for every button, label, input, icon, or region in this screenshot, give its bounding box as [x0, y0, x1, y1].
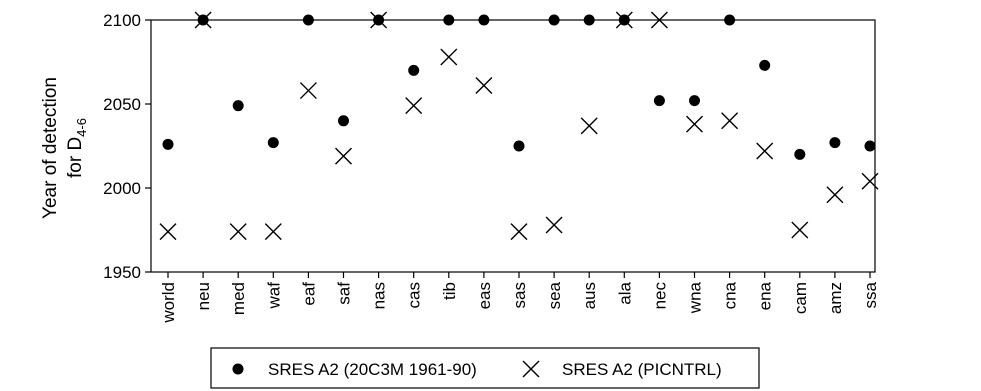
legend: SRES A2 (20C3M 1961-90) SRES A2 (PICNTRL…: [210, 347, 760, 389]
x-tick-label-eas: eas: [475, 282, 494, 309]
y-tick-label: 2000: [103, 179, 141, 198]
y-tick-label: 2100: [103, 11, 141, 30]
x-tick-label-wna: wna: [686, 281, 705, 314]
x-tick-label-saf: saf: [335, 282, 354, 305]
point-cross-waf: [264, 223, 282, 241]
point-cross-ena: [756, 142, 774, 160]
point-circle-nec: [653, 95, 665, 107]
point-cross-sas: [510, 223, 528, 241]
y-axis-label-line1: Year of detection: [40, 77, 61, 219]
point-cross-amz: [826, 186, 844, 204]
point-circle-sea: [548, 14, 560, 26]
point-cross-cas: [405, 97, 423, 115]
x-tick-label-med: med: [229, 282, 248, 315]
point-circle-aus: [583, 14, 595, 26]
point-circle-eas: [478, 14, 490, 26]
point-circle-saf: [338, 115, 349, 127]
point-cross-eas: [475, 77, 493, 95]
point-circle-wna: [689, 95, 700, 107]
point-circle-cna: [724, 14, 736, 26]
point-circle-tib: [443, 14, 455, 26]
legend-marker-cross: [522, 360, 540, 378]
x-tick-label-ala: ala: [615, 281, 634, 304]
point-cross-wna: [686, 115, 703, 133]
point-cross-ala: [615, 11, 633, 29]
point-cross-ssa: [861, 172, 879, 190]
point-circle-ena: [759, 59, 771, 71]
point-circle-med: [232, 100, 244, 112]
x-tick-label-amz: amz: [826, 282, 845, 314]
point-circle-world: [162, 138, 174, 150]
point-cross-saf: [335, 147, 352, 165]
data-points: [159, 11, 879, 241]
point-cross-nas: [370, 11, 388, 29]
x-tick-label-ssa: ssa: [861, 281, 880, 308]
x-tick-label-eaf: eaf: [299, 282, 318, 306]
point-cross-nec: [650, 11, 668, 29]
legend-box: [210, 347, 760, 389]
point-circle-sas: [513, 140, 525, 152]
x-tick-label-ena: ena: [756, 281, 775, 310]
x-tick-label-cas: cas: [405, 282, 424, 308]
point-circle-eaf: [302, 14, 314, 26]
plot-frame: [150, 19, 876, 273]
legend-label-series-1: SRES A2 (20C3M 1961-90): [268, 360, 477, 379]
y-axis: 1950 2000 2050 2100: [103, 11, 151, 282]
x-tick-label-nas: nas: [370, 282, 389, 309]
y-axis-label-subscript: 4-6: [74, 118, 89, 137]
point-circle-ssa: [864, 140, 876, 152]
x-tick-label-nec: nec: [650, 282, 669, 310]
x-tick-label-cam: cam: [791, 282, 810, 314]
x-tick-label-world: world: [159, 282, 178, 324]
x-tick-label-tib: tib: [440, 282, 459, 300]
y-axis-label-prefix: for D: [65, 137, 86, 178]
point-circle-cas: [408, 64, 420, 76]
point-circle-amz: [829, 137, 841, 149]
point-cross-tib: [440, 48, 458, 66]
x-tick-label-aus: aus: [580, 282, 599, 309]
point-circle-waf: [267, 137, 279, 149]
x-tick-label-sas: sas: [510, 282, 529, 308]
legend-label-series-2: SRES A2 (PICNTRL): [562, 360, 722, 379]
plot-area: [150, 19, 876, 273]
point-cross-world: [159, 223, 177, 241]
legend-marker-circle: [232, 363, 244, 375]
x-tick-label-neu: neu: [194, 282, 213, 310]
x-axis: world neu med waf eaf saf nas cas tib eas sas sea au…: [159, 272, 880, 324]
point-circle-cam: [794, 148, 806, 160]
point-cross-sea: [545, 216, 563, 234]
y-axis-label-line2: for D4-6: [65, 118, 89, 178]
x-tick-label-cna: cna: [721, 281, 740, 309]
point-cross-cna: [721, 112, 739, 130]
x-tick-label-sea: sea: [545, 281, 564, 309]
x-tick-label-waf: waf: [264, 282, 283, 310]
point-cross-cam: [791, 221, 809, 239]
y-tick-label: 2050: [103, 95, 141, 114]
point-cross-eaf: [299, 82, 317, 100]
point-cross-aus: [580, 117, 598, 135]
point-cross-med: [229, 223, 247, 241]
point-cross-neu: [194, 11, 212, 29]
y-tick-label: 1950: [103, 263, 141, 282]
